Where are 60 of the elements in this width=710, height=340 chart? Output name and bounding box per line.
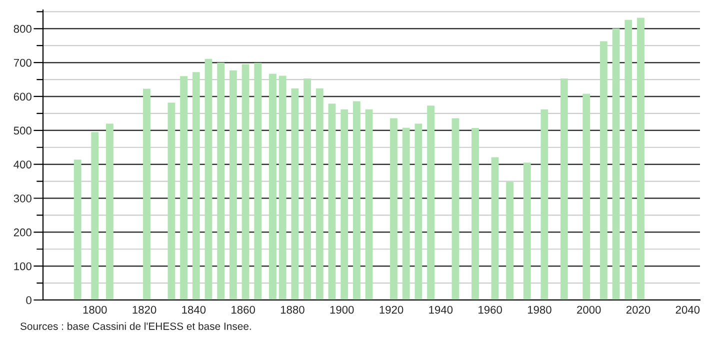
bar	[340, 109, 348, 300]
bar	[269, 74, 276, 300]
x-tick-label: 2020	[626, 306, 650, 314]
bar	[402, 128, 410, 300]
bar	[204, 58, 212, 300]
bar	[624, 20, 632, 300]
bar	[582, 94, 590, 300]
bar	[560, 78, 568, 300]
y-tick-label: 100	[14, 262, 32, 270]
bar	[491, 157, 499, 300]
bar	[143, 88, 150, 300]
x-tick-label: 1860	[232, 306, 255, 314]
bar	[291, 88, 299, 300]
bar	[278, 76, 286, 300]
x-tick-label: 1960	[478, 306, 502, 314]
y-tick-label: 0	[26, 296, 32, 304]
bar	[304, 78, 311, 300]
y-tick-label: 200	[14, 228, 32, 236]
bar	[74, 160, 82, 300]
bar	[242, 64, 250, 300]
bar	[540, 109, 548, 300]
x-tick-label: 1920	[380, 306, 404, 314]
bar	[180, 76, 188, 300]
bar	[316, 88, 324, 300]
y-tick-label: 500	[14, 126, 32, 135]
x-tick-label: 2040	[676, 306, 700, 314]
bar	[427, 106, 434, 300]
y-tick-label: 800	[14, 24, 32, 33]
bar	[352, 101, 360, 300]
bar	[414, 124, 422, 300]
bar	[600, 41, 608, 300]
bar	[452, 118, 460, 300]
x-tick-label: 1880	[280, 306, 304, 314]
y-tick-label: 300	[14, 194, 32, 202]
bar	[506, 182, 514, 300]
x-tick-label: 1840	[182, 306, 206, 314]
bar	[254, 62, 262, 300]
x-tick-label: 1980	[528, 306, 552, 314]
bar	[106, 124, 114, 300]
bar	[217, 62, 225, 300]
y-tick-label: 700	[14, 58, 32, 67]
bar	[390, 118, 398, 300]
bar	[612, 28, 620, 300]
bar	[168, 102, 176, 300]
bar	[472, 128, 479, 300]
y-tick-label: 400	[14, 160, 32, 168]
bar	[328, 104, 336, 300]
source-note: Sources : base Cassini de l'EHESS et base Insee.	[20, 322, 251, 330]
x-tick-label: 2000	[577, 306, 601, 314]
bar	[229, 70, 237, 300]
bar	[91, 132, 99, 300]
x-tick-label: 1940	[429, 306, 453, 314]
x-tick-label: 1900	[330, 306, 354, 314]
x-tick-label: 1800	[83, 306, 107, 314]
bar	[192, 72, 200, 300]
bar	[523, 162, 531, 300]
y-tick-label: 600	[14, 92, 32, 101]
bar	[365, 109, 373, 300]
x-tick-label: 1820	[132, 306, 156, 314]
bar	[637, 18, 644, 300]
